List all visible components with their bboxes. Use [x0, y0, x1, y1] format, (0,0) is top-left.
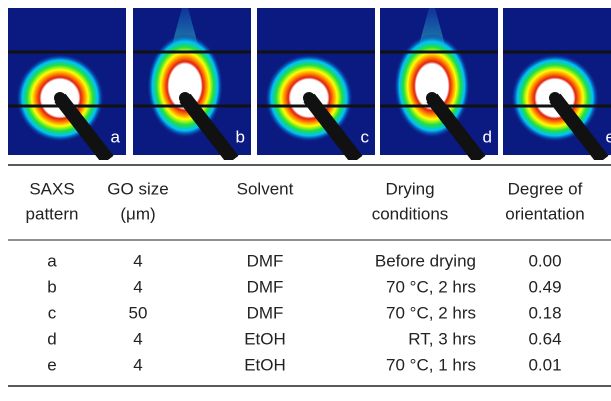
- saxs-panel: e: [503, 8, 611, 160]
- table-cell: a: [47, 251, 57, 270]
- saxs-panel: a: [8, 8, 126, 160]
- table: SAXS pattern GO size (μm) Solvent Drying condi…: [8, 165, 611, 386]
- table-cell: 0.64: [528, 329, 561, 348]
- table-cell: EtOH: [244, 355, 286, 374]
- header-cell: SAXS: [29, 179, 74, 198]
- table-cell: 4: [133, 329, 142, 348]
- table-cell: 0.01: [528, 355, 561, 374]
- beam-stop-tip: [54, 92, 66, 104]
- header-cell: GO size: [107, 179, 168, 198]
- beam-stop-tip: [426, 92, 438, 104]
- table-cell: 70 °C, 2 hrs: [386, 277, 476, 296]
- table-cell: DMF: [247, 277, 284, 296]
- beam-stop-tip: [549, 92, 561, 104]
- saxs-panel: c: [257, 8, 375, 160]
- table-cell: DMF: [247, 303, 284, 322]
- panel-label: c: [361, 127, 370, 146]
- table-cell: b: [47, 277, 56, 296]
- table-cell: 4: [133, 251, 142, 270]
- table-cell: Before drying: [375, 251, 476, 270]
- table-cell: d: [47, 329, 56, 348]
- table-cell: EtOH: [244, 329, 286, 348]
- saxs-panels: a b c d e: [8, 8, 611, 160]
- saxs-panel: d: [380, 8, 498, 160]
- header-cell: conditions: [372, 204, 449, 223]
- header-cell: orientation: [505, 204, 584, 223]
- table-cell: 70 °C, 1 hrs: [386, 355, 476, 374]
- panel-label: e: [606, 127, 611, 146]
- panel-label: d: [483, 127, 492, 146]
- panel-label: a: [111, 127, 121, 146]
- table-cell: e: [47, 355, 56, 374]
- table-cell: 0.49: [528, 277, 561, 296]
- header-cell: Drying: [385, 179, 434, 198]
- table-cell: RT, 3 hrs: [408, 329, 476, 348]
- panel-label: b: [236, 127, 245, 146]
- table-cell: DMF: [247, 251, 284, 270]
- header-cell: Solvent: [237, 179, 294, 198]
- beam-stop-tip: [179, 92, 191, 104]
- figure: abcde SAXSpatternGO size(μm)SolventDryin…: [0, 0, 611, 401]
- beam-stop-tip: [303, 92, 315, 104]
- table-cell: 4: [133, 277, 142, 296]
- table-cell: 0.18: [528, 303, 561, 322]
- header-cell: Degree of: [508, 179, 583, 198]
- header-cell: pattern: [26, 204, 79, 223]
- table-cell: 70 °C, 2 hrs: [386, 303, 476, 322]
- table-cell: 50: [129, 303, 148, 322]
- table-cell: 4: [133, 355, 142, 374]
- header-cell: (μm): [120, 204, 155, 223]
- saxs-panel: b: [133, 8, 251, 160]
- table-cell: c: [48, 303, 57, 322]
- table-cell: 0.00: [528, 251, 561, 270]
